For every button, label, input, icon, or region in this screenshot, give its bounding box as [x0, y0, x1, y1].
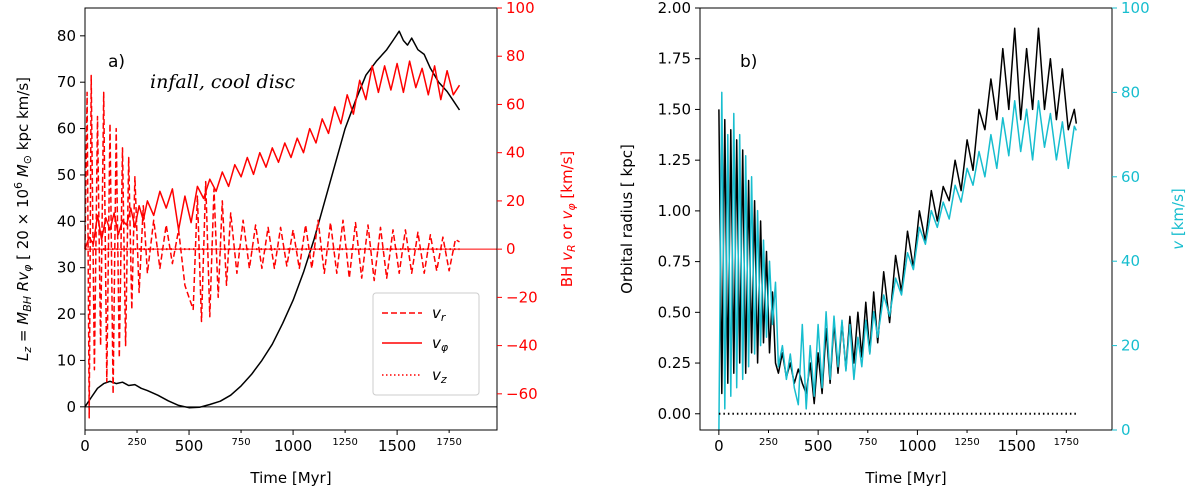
x-tick-label: 0 [714, 437, 724, 455]
panel-b-label: b) [740, 52, 757, 72]
x-tick-label: 0 [80, 437, 90, 455]
panel-a-frame [84, 7, 498, 431]
series-line-Lz [84, 30, 461, 409]
y-left-tick-label: 0.75 [658, 253, 691, 271]
y-left-tick-label: 10 [57, 351, 76, 369]
y-left-tick-label: 80 [57, 27, 76, 45]
panel-a-ylabel-right: BH vR or vφ [km/s] [558, 151, 578, 288]
x-minor-tick-label: 750 [858, 437, 877, 448]
y-left-tick-label: 50 [57, 166, 76, 184]
y-left-tick-label: 0.50 [658, 303, 691, 321]
x-minor-tick-label: 1750 [436, 437, 461, 448]
panel-b-ylabel-left: Orbital radius [ kpc] [618, 144, 636, 294]
panel-b-xlabel: Time [Myr] [864, 469, 946, 487]
x-minor-tick-label: 250 [127, 437, 146, 448]
y-right-tick-label: 40 [1121, 252, 1140, 270]
y-left-tick-label: 0.25 [658, 354, 691, 372]
y-left-tick-label: 2.00 [658, 0, 691, 17]
y-right-tick-label: −40 [506, 337, 538, 355]
x-minor-tick-label: 750 [232, 437, 251, 448]
y-right-tick-label: 0 [1121, 421, 1131, 439]
y-right-tick-label: 20 [506, 192, 525, 210]
series-line-radius [718, 27, 1078, 405]
y-left-tick-label: 30 [57, 259, 76, 277]
y-left-tick-label: 1.00 [658, 202, 691, 220]
legend-label-vz: vz [432, 366, 447, 386]
x-tick-label: 1500 [378, 437, 416, 455]
y-left-tick-label: 0.00 [658, 405, 691, 423]
x-tick-label: 1500 [998, 437, 1036, 455]
y-right-tick-label: 100 [1121, 0, 1150, 17]
y-left-tick-label: 70 [57, 73, 76, 91]
panel-a-annotation: infall, cool disc [150, 71, 296, 93]
x-minor-tick-label: 1750 [1054, 437, 1079, 448]
x-minor-tick-label: 1250 [954, 437, 979, 448]
legend-frame [372, 292, 480, 396]
legend-label-vr: vr [432, 304, 447, 324]
series-line-v [718, 91, 1077, 431]
y-right-tick-label: 60 [506, 95, 525, 113]
panel-a-series [84, 30, 461, 419]
y-right-tick-label: 20 [1121, 337, 1140, 355]
y-left-tick-label: 60 [57, 120, 76, 138]
y-left-tick-label: 20 [57, 305, 76, 323]
y-left-tick-label: 1.75 [658, 50, 691, 68]
panel-a-zero-lines [85, 248, 497, 408]
panel-b-series [718, 27, 1078, 431]
y-right-tick-label: 0 [506, 240, 516, 258]
series-line-vr [84, 74, 460, 419]
x-tick-label: 500 [804, 437, 833, 455]
panel-a-label: a) [108, 52, 125, 72]
y-right-tick-label: 80 [1121, 83, 1140, 101]
y-right-tick-label: 40 [506, 144, 525, 162]
x-minor-tick-label: 250 [759, 437, 778, 448]
y-right-tick-label: 100 [506, 0, 535, 17]
x-tick-label: 1000 [274, 437, 312, 455]
y-left-tick-label: 0 [66, 398, 76, 416]
y-right-tick-label: −60 [506, 385, 538, 403]
y-right-tick-label: 60 [1121, 168, 1140, 186]
y-right-tick-label: 80 [506, 47, 525, 65]
legend-label-vphi: vφ [432, 334, 449, 354]
series-line-v [84, 60, 461, 250]
y-left-tick-label: 1.50 [658, 100, 691, 118]
panel-a-xlabel: Time [Myr] [249, 469, 331, 487]
panel-a-ylabel-left: Lz = MBH Rvφ [ 20 × 106 M⊙ kpc km/s] [12, 77, 34, 361]
y-right-tick-label: −20 [506, 288, 538, 306]
y-left-tick-label: 40 [57, 212, 76, 230]
panel-a-legend: vr vφ vz [372, 292, 480, 396]
x-tick-label: 1000 [898, 437, 936, 455]
x-minor-tick-label: 1250 [332, 437, 357, 448]
x-tick-label: 500 [175, 437, 204, 455]
panel-b-frame [699, 7, 1113, 431]
panel-b-ylabel-right: v [km/s] [1169, 188, 1187, 250]
y-left-tick-label: 1.25 [658, 151, 691, 169]
